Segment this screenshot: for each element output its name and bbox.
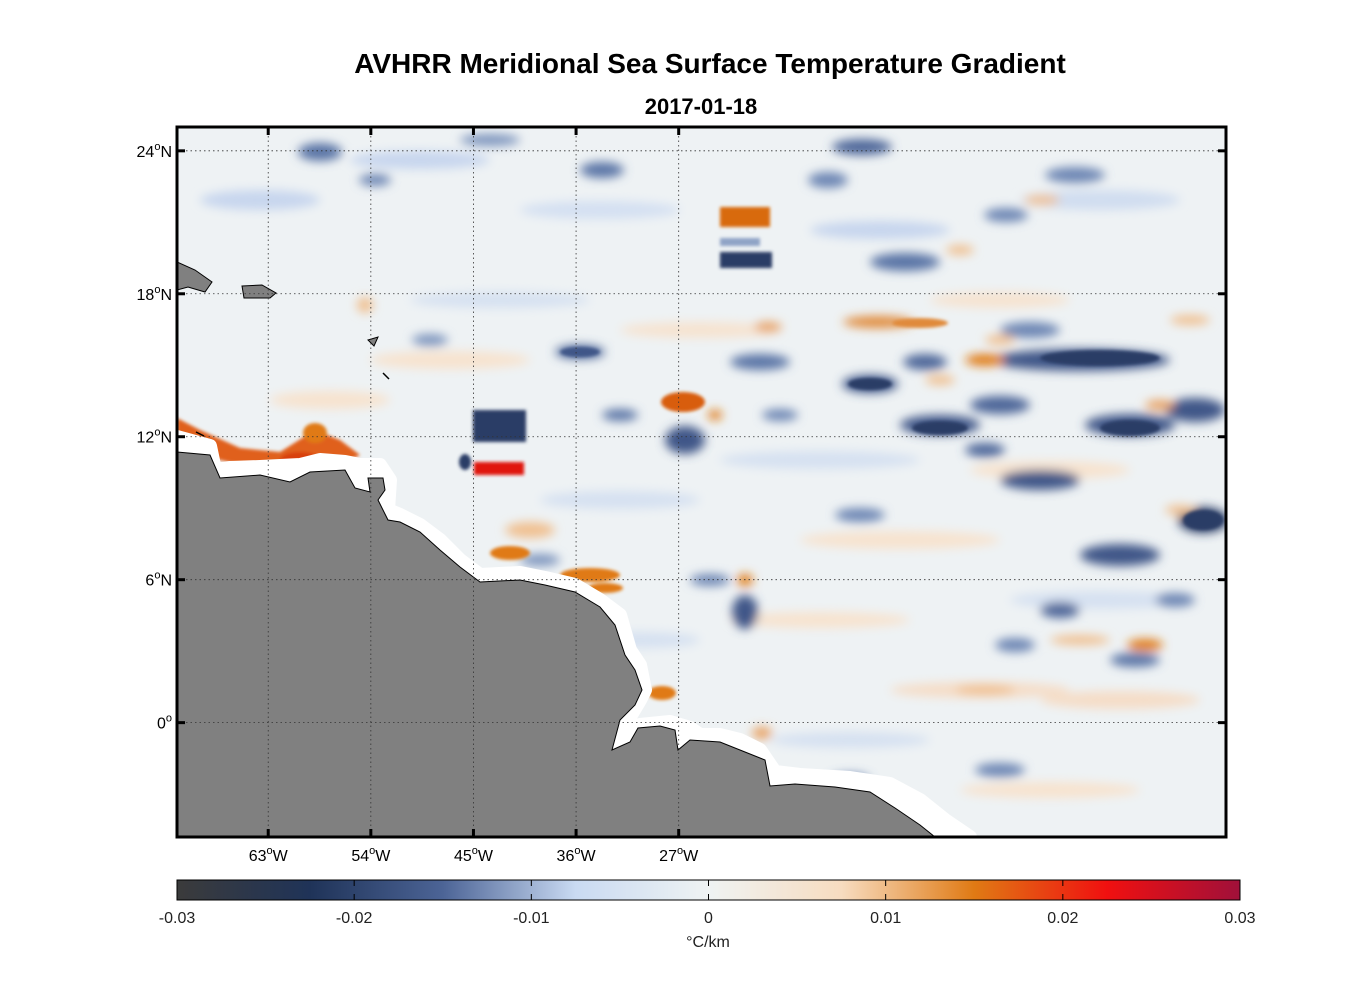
- lon-label: 54oW: [351, 845, 391, 865]
- lon-label: 27oW: [659, 845, 699, 865]
- map-frame: [175, 125, 1228, 839]
- axis-ticks: [177, 127, 1226, 837]
- colorbar-tick-label: -0.01: [513, 910, 550, 927]
- longitude-labels: 63oW 54oW 45oW 36oW 27oW: [249, 845, 699, 865]
- gridlines: [177, 127, 1226, 837]
- lat-label: 12oN: [137, 427, 172, 447]
- colorbar-tick-label: -0.03: [159, 910, 196, 927]
- map-title: AVHRR Meridional Sea Surface Temperature…: [354, 48, 1066, 79]
- colorbar-unit: °C/km: [686, 934, 730, 951]
- latitude-labels: 24oN 18oN 12oN 6oN 0o: [137, 141, 172, 733]
- lat-label: 18oN: [137, 284, 172, 304]
- colorbar-tick-label: 0.03: [1224, 910, 1255, 927]
- lat-label: 6oN: [145, 570, 172, 590]
- land: [177, 261, 977, 837]
- lon-label: 45oW: [454, 845, 494, 865]
- lon-label: 36oW: [557, 845, 597, 865]
- colorbar-tick-label: 0.02: [1047, 910, 1078, 927]
- lat-label: 24oN: [137, 141, 172, 161]
- lon-label: 63oW: [249, 845, 289, 865]
- puerto-rico-island: [241, 284, 277, 299]
- colorbar-tick-label: 0: [704, 910, 713, 927]
- colorbar-tick-label: -0.02: [336, 910, 373, 927]
- lat-label: 0o: [157, 713, 172, 733]
- map-date: 2017-01-18: [644, 94, 758, 119]
- colorbar-tick-label: 0.01: [870, 910, 901, 927]
- colorbar-ticks: -0.03 -0.02 -0.01 0 0.01 0.02 0.03: [159, 880, 1256, 927]
